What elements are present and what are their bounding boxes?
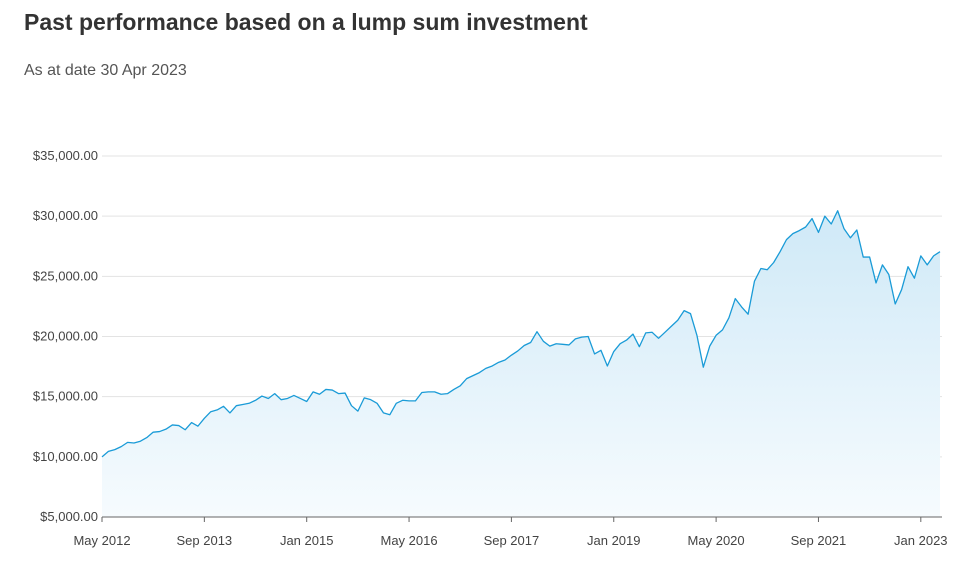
x-tick-label: Sep 2013 — [177, 533, 233, 548]
x-axis-ticks: May 2012 Sep 2013 Jan 2015 May 2016 Sep 2017… — [73, 517, 948, 548]
series-line — [101, 210, 941, 458]
y-tick-label: $35,000.00 — [33, 148, 98, 163]
y-tick-label: $15,000.00 — [33, 389, 98, 404]
y-axis-ticks: $5,000.00 $10,000.00 $15,000.00 $20,000.00 $… — [33, 148, 98, 524]
x-tick-label: Jan 2023 — [894, 533, 948, 548]
y-tick-label: $25,000.00 — [33, 268, 98, 283]
page-title: Past performance based on a lump sum inv… — [24, 9, 588, 35]
y-tick-label: $5,000.00 — [40, 509, 98, 524]
y-tick-label: $30,000.00 — [33, 208, 98, 223]
x-tick-label: May 2020 — [688, 533, 745, 548]
x-tick-label: Jan 2015 — [280, 533, 334, 548]
y-tick-label: $10,000.00 — [33, 449, 98, 464]
y-tick-label: $20,000.00 — [33, 329, 98, 344]
x-tick-label: Sep 2017 — [484, 533, 540, 548]
x-tick-label: May 2012 — [73, 533, 130, 548]
as-at-date: As at date 30 Apr 2023 — [24, 62, 187, 79]
x-tick-label: May 2016 — [381, 533, 438, 548]
x-tick-label: Sep 2021 — [791, 533, 847, 548]
x-tick-label: Jan 2019 — [587, 533, 641, 548]
series-area — [102, 210, 940, 517]
